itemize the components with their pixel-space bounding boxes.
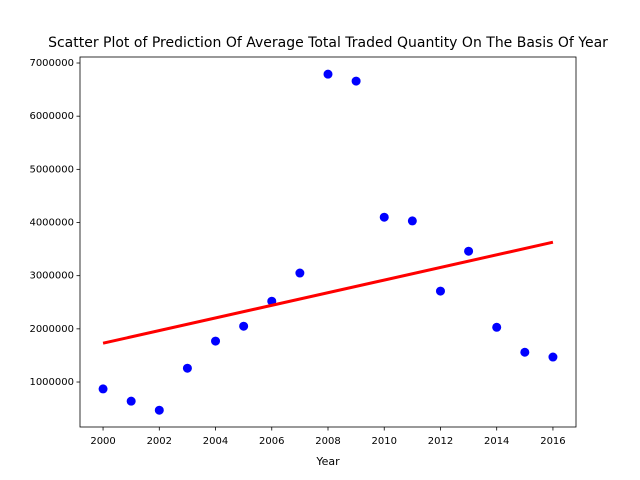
y-tick-label: 4000000 (29, 218, 74, 229)
point (407, 216, 417, 226)
point (98, 384, 108, 394)
point (126, 396, 136, 406)
y-tick-label: 6000000 (29, 111, 74, 122)
point (464, 246, 474, 256)
point (435, 286, 445, 296)
chart-title: Scatter Plot of Prediction Of Average To… (48, 35, 608, 51)
y-tick-label: 7000000 (29, 58, 74, 69)
point (520, 347, 530, 357)
point (323, 69, 333, 79)
point (351, 76, 361, 86)
point (239, 321, 249, 331)
x-tick-label: 2016 (540, 436, 565, 447)
point (379, 212, 389, 222)
point (548, 352, 558, 362)
point (211, 336, 221, 346)
trend-line (102, 240, 554, 345)
plot-frame (79, 56, 577, 428)
x-tick-label: 2012 (428, 436, 453, 447)
point (295, 268, 305, 278)
y-tick-label: 3000000 (29, 271, 74, 282)
x-tick-label: 2002 (147, 436, 172, 447)
point (182, 363, 192, 373)
x-tick-label: 2014 (484, 436, 509, 447)
x-tick-label: 2000 (90, 436, 115, 447)
x-axis-label: Year (315, 455, 340, 468)
y-tick-label: 2000000 (29, 324, 74, 335)
x-tick-label: 2010 (372, 436, 397, 447)
x-tick-label: 2006 (259, 436, 284, 447)
point (492, 322, 502, 332)
x-tick-label: 2008 (315, 436, 340, 447)
x-tick-label: 2004 (203, 436, 228, 447)
y-tick-label: 5000000 (29, 164, 74, 175)
point (154, 405, 164, 415)
y-tick-label: 1000000 (29, 377, 74, 388)
